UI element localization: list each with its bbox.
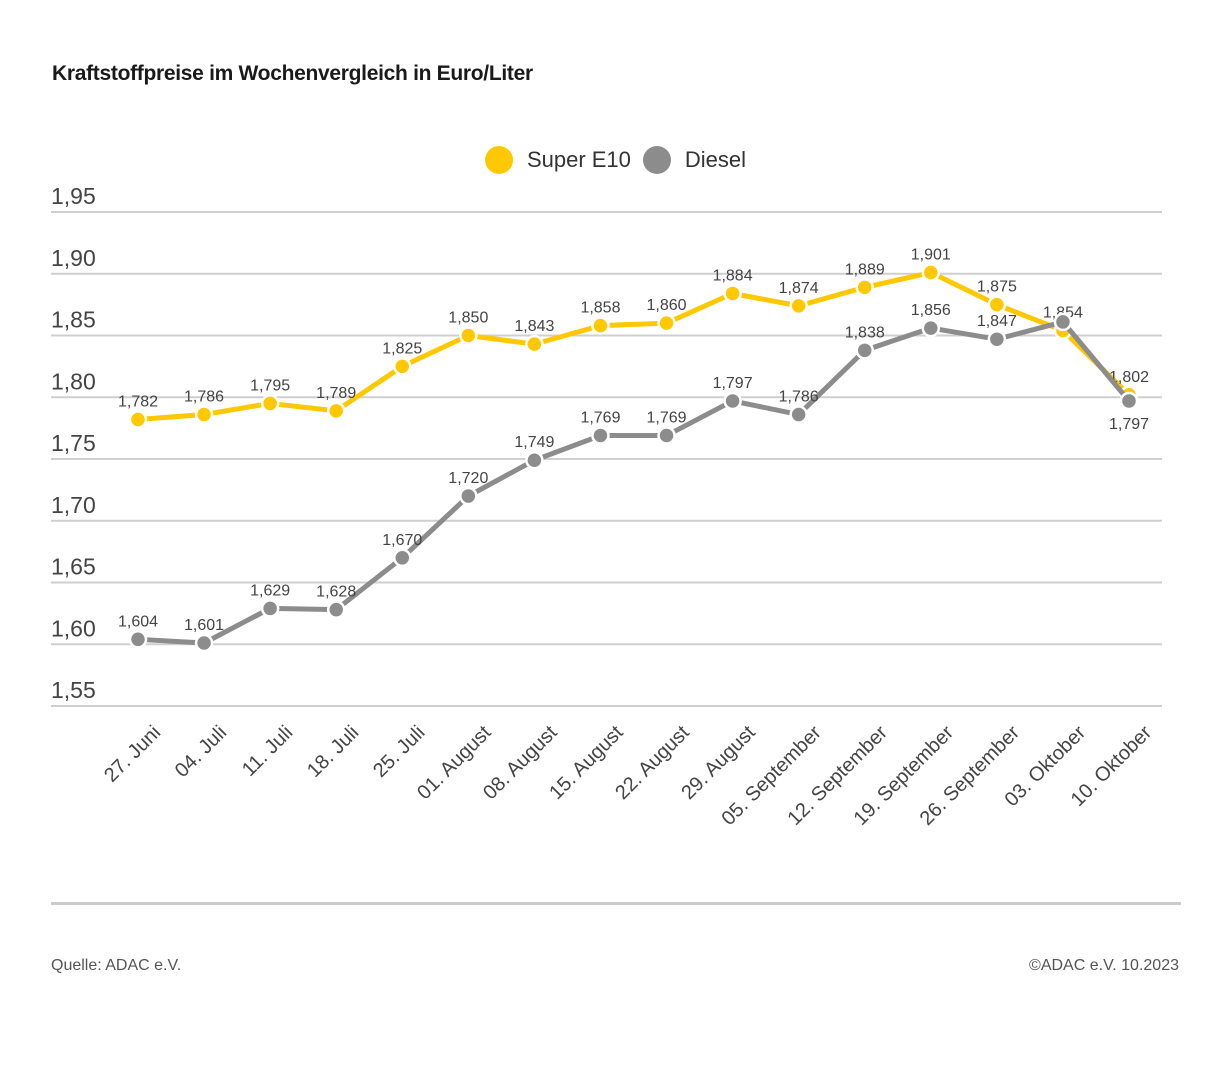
data-label: 1,795	[250, 377, 290, 394]
legend-item-diesel: Diesel	[642, 146, 747, 174]
data-point	[128, 410, 148, 429]
data-label: 1,797	[1109, 416, 1149, 433]
data-point	[921, 318, 941, 338]
data-label: 1,874	[779, 280, 819, 297]
data-label: 1,860	[647, 297, 687, 314]
data-label: 1,786	[184, 389, 224, 406]
chart-legend: Super E10 Diesel	[0, 146, 1231, 174]
data-point	[921, 263, 941, 282]
data-point	[260, 599, 280, 618]
x-tick-label: 25. Juli	[369, 722, 429, 782]
data-label: 1,825	[382, 340, 422, 357]
data-label: 1,884	[713, 268, 753, 285]
data-point	[1119, 391, 1139, 411]
data-label: 1,889	[845, 261, 885, 278]
data-label: 1,769	[647, 410, 687, 427]
x-tick-label: 11. Juli	[238, 722, 297, 781]
data-label: 1,843	[514, 318, 554, 335]
data-point	[326, 600, 346, 619]
y-tick-label: 1,95	[51, 183, 96, 209]
y-tick-label: 1,80	[51, 368, 96, 394]
data-point	[393, 357, 412, 376]
data-point	[525, 334, 544, 354]
legend-marker-super-e10	[484, 146, 513, 174]
data-label: 1,604	[118, 613, 158, 630]
data-label: 1,850	[448, 310, 488, 327]
data-label: 1,875	[977, 279, 1017, 296]
y-tick-label: 1,90	[51, 245, 96, 271]
data-label: 1,670	[382, 532, 422, 549]
data-point	[789, 296, 808, 316]
data-label: 1,628	[316, 584, 356, 601]
data-point	[723, 284, 742, 303]
data-label: 1,749	[514, 434, 554, 451]
source-note: Quelle: ADAC e.V.	[51, 957, 182, 974]
data-label: 1,901	[911, 247, 951, 264]
chart-title: Kraftstoffpreise im Wochenvergleich in E…	[52, 62, 533, 85]
data-label: 1,858	[580, 300, 620, 317]
data-point	[723, 391, 742, 411]
copyright-note: ©ADAC e.V. 10.2023	[1029, 957, 1179, 974]
data-point	[326, 401, 346, 421]
data-point	[855, 278, 874, 297]
data-point	[128, 630, 148, 649]
data-label: 1,797	[713, 375, 753, 392]
data-point	[260, 394, 280, 413]
x-tick-label: 27. Juni	[100, 722, 165, 787]
data-point	[525, 450, 544, 470]
legend-label-diesel: Diesel	[684, 147, 747, 172]
data-label: 1,769	[580, 410, 620, 427]
data-label: 1,856	[911, 302, 951, 319]
data-label: 1,720	[448, 470, 488, 487]
legend-item-super-e10: Super E10	[484, 146, 631, 174]
data-label: 1,789	[316, 385, 356, 402]
y-tick-label: 1,55	[51, 677, 96, 703]
data-label: 1,847	[977, 313, 1017, 330]
data-point	[1053, 312, 1073, 332]
data-label: 1,786	[779, 389, 819, 406]
data-point	[789, 405, 808, 424]
data-label: 1,782	[118, 393, 158, 410]
data-point	[987, 329, 1007, 349]
data-label: 1,629	[250, 582, 290, 599]
series-line	[137, 270, 1131, 422]
y-tick-label: 1,60	[51, 615, 96, 641]
series-line	[137, 319, 1131, 646]
line-chart: 1,95 1,90 1,85 1,80 1,75 1,70 1,65 1,60 1,5527. …	[51, 183, 1162, 830]
y-tick-label: 1,65	[51, 554, 96, 580]
data-label: 1,802	[1109, 369, 1149, 386]
legend-label-super-e10: Super E10	[526, 147, 631, 172]
legend-marker-diesel	[642, 146, 671, 174]
series-diesel: 1,604 1,601 1,629 1,628 1,670 1,720 1,749 1,769…	[118, 302, 1149, 653]
data-point	[393, 548, 412, 568]
data-point	[459, 486, 478, 506]
footer-divider	[51, 902, 1181, 905]
data-point	[591, 426, 610, 445]
data-label: 1,601	[184, 617, 224, 634]
data-point	[987, 295, 1007, 314]
data-point	[657, 426, 676, 445]
data-point	[194, 633, 214, 653]
data-point	[194, 405, 214, 424]
x-tick-label: 04. Juli	[171, 722, 231, 782]
y-tick-label: 1,75	[51, 430, 96, 456]
data-point	[855, 341, 874, 360]
data-point	[657, 313, 676, 333]
data-point	[591, 316, 610, 335]
x-tick-label: 18. Juli	[303, 722, 363, 782]
y-tick-label: 1,70	[51, 492, 96, 518]
y-tick-label: 1,85	[51, 307, 96, 333]
data-label: 1,838	[845, 324, 885, 341]
data-point	[459, 326, 478, 345]
